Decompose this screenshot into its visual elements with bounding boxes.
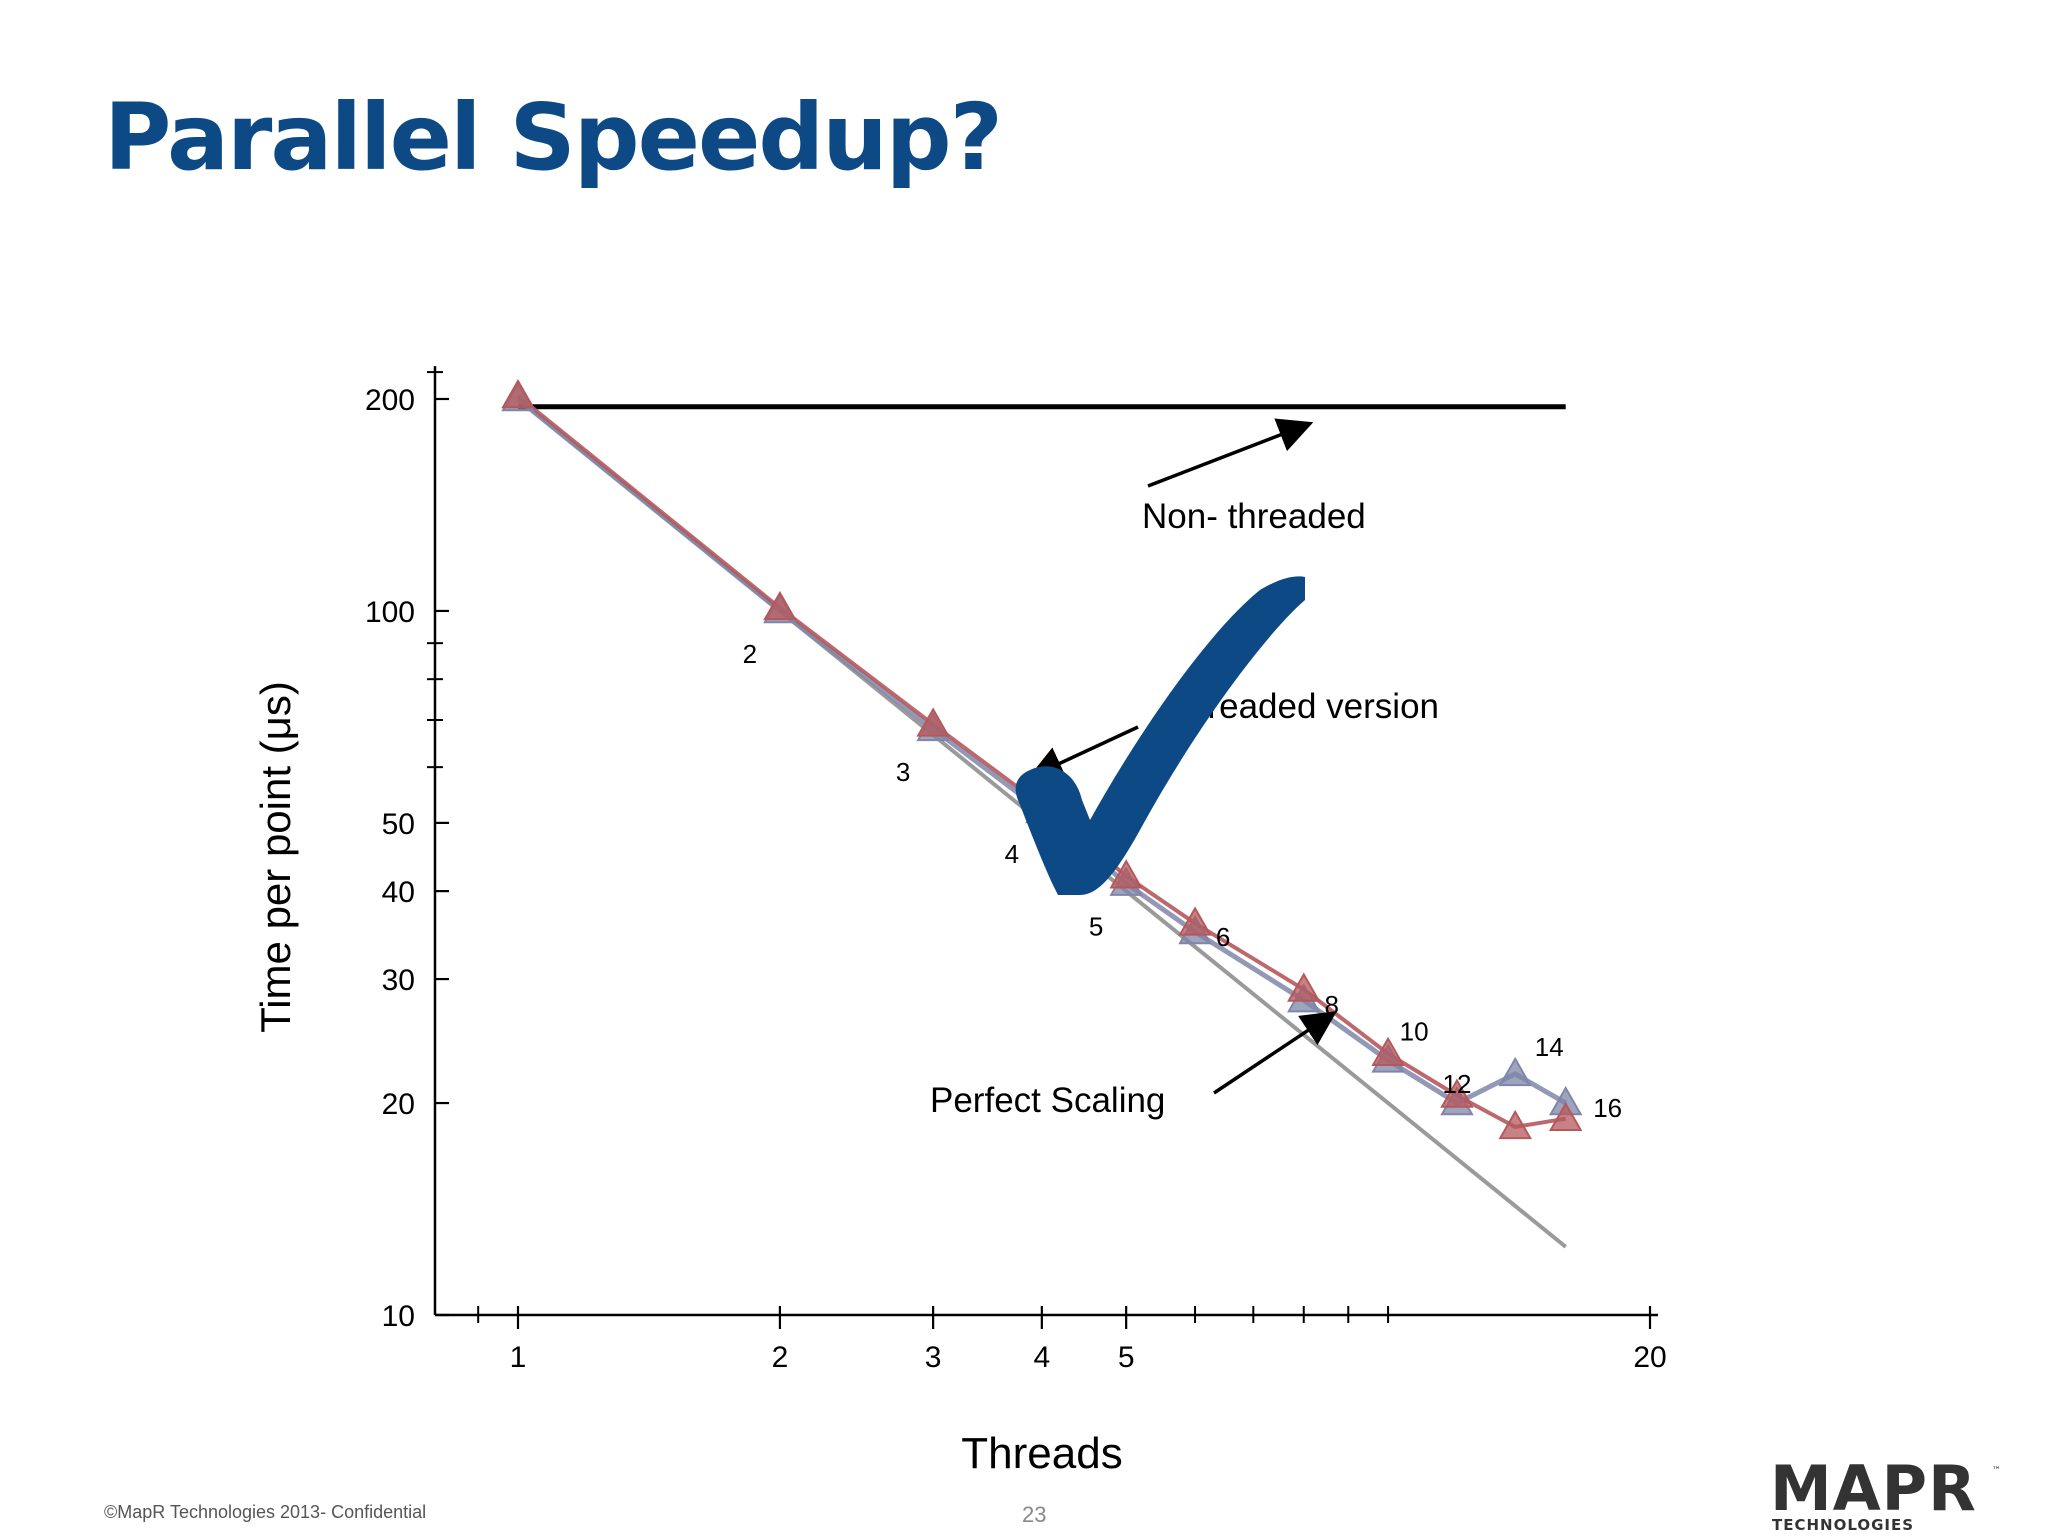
annotation-arrow [1147,418,1314,488]
logo-text: MAPR [1770,1452,1977,1525]
point-marker-blue [1498,1056,1532,1087]
logo-tm: ™ [1992,1466,2001,1476]
point-label: 8 [1325,990,1339,1020]
point-label: 12 [1443,1069,1472,1099]
y-tick-label: 20 [382,1088,415,1121]
point-label: 2 [743,639,757,669]
x-tick-label: 4 [1033,1341,1050,1374]
page-number: 23 [1022,1502,1047,1527]
annotation-arrow [1213,1011,1337,1095]
point-label: 16 [1593,1093,1622,1123]
y-tick-label: 50 [382,808,415,841]
x-tick-label: 2 [772,1341,789,1374]
point-label: 6 [1216,922,1230,952]
point-label: 14 [1535,1032,1564,1062]
logo-subtext: TECHNOLOGIES [1772,1516,1915,1534]
point-marker-red [1178,906,1212,936]
annotation-non-threaded: Non- threaded [1142,497,1366,536]
series-line-blue [516,397,1567,1106]
x-tick-label: 1 [510,1341,527,1374]
point-marker-red [916,707,950,737]
y-tick-label: 40 [382,876,415,909]
x-tick-label: 5 [1118,1341,1135,1374]
point-marker-red [1498,1109,1532,1140]
x-tick-label: 20 [1633,1341,1666,1374]
footer-copyright: ©MapR Technologies 2013- Confidential [104,1502,427,1522]
point-marker-red [763,590,797,621]
checkmark-icon [1015,576,1305,895]
point-label: 3 [896,757,910,787]
y-tick-label: 10 [382,1300,415,1333]
y-tick-label: 100 [365,596,415,629]
point-label: 10 [1400,1016,1429,1046]
point-marker-red [1371,1036,1405,1066]
point-marker-red [501,378,535,409]
x-tick-label: 3 [925,1341,942,1374]
point-label: 5 [1089,912,1103,942]
point-marker-red [1440,1078,1474,1108]
slide-title: Parallel Speedup? [104,84,1003,191]
point-marker-red [1548,1101,1583,1131]
annotation-perfect-scaling: Perfect Scaling [930,1081,1165,1120]
mapr-logo: MAPR TECHNOLOGIES ™ [1770,1452,2001,1534]
point-marker-red [1287,972,1321,1002]
y-tick-label: 200 [365,384,415,417]
y-tick-label: 30 [382,964,415,997]
point-label: 4 [1005,839,1019,869]
annotation-threaded-version: hreaded version [1188,687,1439,726]
point-marker-red [1109,859,1143,889]
y-axis-label: Time per point (μs) [252,681,299,1033]
x-axis-label: Threads [961,1429,1122,1478]
